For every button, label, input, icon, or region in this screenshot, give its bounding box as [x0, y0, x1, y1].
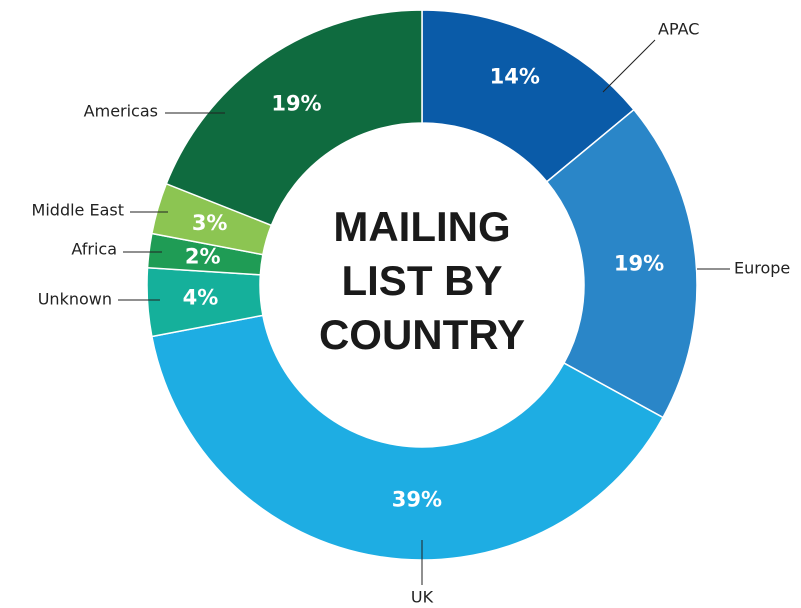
category-label: Africa — [71, 240, 117, 259]
category-label: Middle East — [32, 201, 124, 220]
category-label: APAC — [658, 20, 699, 39]
slice-label: 3% — [192, 211, 228, 235]
slice — [545, 108, 698, 419]
slice-label: 2% — [185, 245, 221, 269]
slice-label: 19% — [614, 251, 664, 275]
category-label: UK — [411, 588, 434, 607]
leader-line — [602, 39, 656, 93]
category-label: Americas — [84, 102, 158, 121]
slice — [165, 9, 423, 227]
slice-label: 39% — [392, 487, 442, 511]
slice-label: 4% — [183, 286, 219, 310]
slice — [150, 314, 665, 561]
slice-label: 19% — [271, 92, 321, 116]
category-label: Unknown — [38, 290, 112, 309]
slice-label: 14% — [490, 65, 540, 89]
category-label: Europe — [734, 259, 790, 278]
chart-title: MAILING LIST BY COUNTRY — [318, 203, 526, 358]
